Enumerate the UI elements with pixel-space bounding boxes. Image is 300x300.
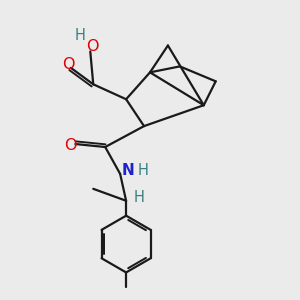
Text: N: N <box>121 164 134 178</box>
Text: O: O <box>62 57 75 72</box>
Text: H: H <box>133 190 144 205</box>
Text: H: H <box>138 163 149 178</box>
Text: O: O <box>86 40 99 55</box>
Text: O: O <box>64 138 76 153</box>
Text: H: H <box>74 28 85 43</box>
